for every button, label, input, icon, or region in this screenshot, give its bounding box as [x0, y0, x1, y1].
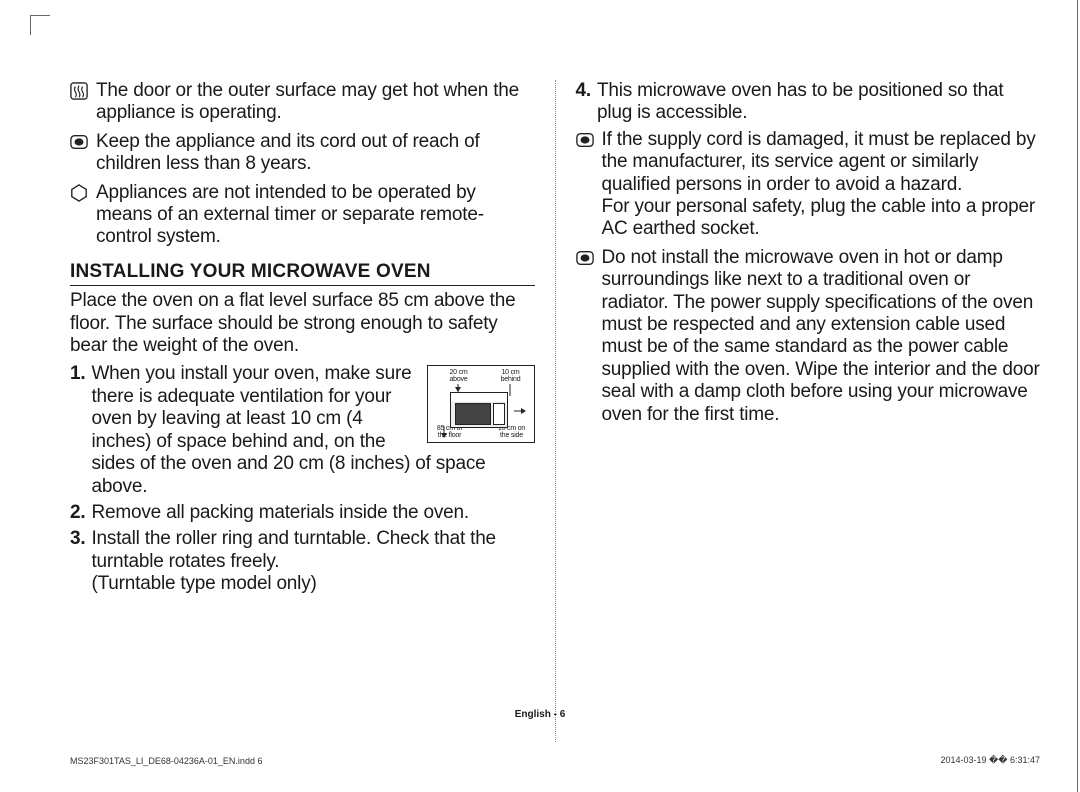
install-step: 3. Install the roller ring and turntable…	[70, 528, 535, 595]
right-column: 4. This microwave oven has to be positio…	[576, 80, 1041, 742]
install-step: 1. 20 cmabove 10 cmbehind 85 cm ofthe fl…	[70, 363, 535, 497]
step-text: 20 cmabove 10 cmbehind 85 cm ofthe floor…	[91, 363, 534, 497]
crop-line-right	[1077, 0, 1078, 792]
warning-text: The door or the outer surface may get ho…	[96, 80, 535, 125]
info-icon	[576, 249, 594, 267]
warning-item: Keep the appliance and its cord out of r…	[70, 131, 535, 176]
step-text: Install the roller ring and turntable. C…	[91, 528, 534, 595]
info-icon	[576, 131, 594, 149]
step-number: 3.	[70, 528, 85, 595]
column-divider	[555, 80, 556, 742]
section-heading: INSTALLING YOUR MICROWAVE OVEN	[70, 261, 535, 286]
step-text: This microwave oven has to be positioned…	[597, 80, 1040, 125]
info-text: If the supply cord is damaged, it must b…	[602, 129, 1041, 241]
step-number: 4.	[576, 80, 591, 125]
step-number: 2.	[70, 502, 85, 524]
footnote-timestamp: 2014-03-19 �� 6:31:47	[940, 755, 1040, 766]
page-content: The door or the outer surface may get ho…	[70, 80, 1040, 742]
warning-item: The door or the outer surface may get ho…	[70, 80, 535, 125]
warning-text: Keep the appliance and its cord out of r…	[96, 131, 535, 176]
step-text: Remove all packing materials inside the …	[91, 502, 534, 524]
keep-away-icon	[70, 133, 88, 151]
step-number: 1.	[70, 363, 85, 497]
crop-mark	[30, 15, 50, 35]
warning-text: Appliances are not intended to be operat…	[96, 182, 535, 249]
install-step: 2. Remove all packing materials inside t…	[70, 502, 535, 524]
no-timer-icon	[70, 184, 88, 202]
hot-surface-icon	[70, 82, 88, 100]
install-step: 4. This microwave oven has to be positio…	[576, 80, 1041, 125]
page-footer: English - 6	[0, 709, 1080, 720]
clearance-diagram: 20 cmabove 10 cmbehind 85 cm ofthe floor…	[427, 365, 535, 443]
left-column: The door or the outer surface may get ho…	[70, 80, 535, 742]
info-item: Do not install the microwave oven in hot…	[576, 247, 1041, 426]
footnote-filename: MS23F301TAS_LI_DE68-04236A-01_EN.indd 6	[70, 756, 262, 766]
info-item: If the supply cord is damaged, it must b…	[576, 129, 1041, 241]
info-text: Do not install the microwave oven in hot…	[602, 247, 1041, 426]
section-intro: Place the oven on a flat level surface 8…	[70, 290, 535, 357]
warning-item: Appliances are not intended to be operat…	[70, 182, 535, 249]
